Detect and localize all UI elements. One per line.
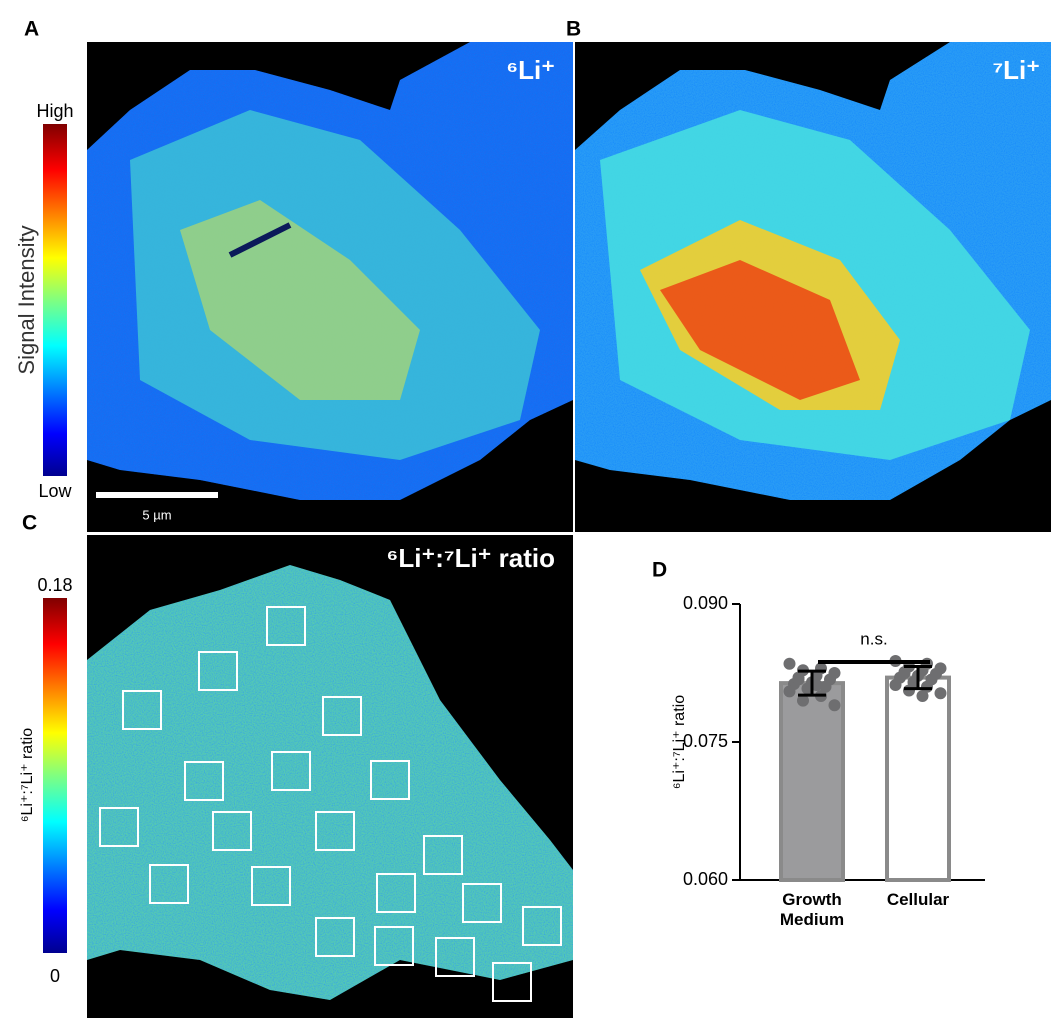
y-tick-label: 0.090 — [683, 593, 728, 613]
bar-chart: 0.060 0.075 0.090 ⁶Li⁺:⁷Li⁺ ratio Growth Med… — [671, 593, 985, 940]
y-tick-label: 0.060 — [683, 869, 728, 889]
x-tick-label: Growth Medium — [762, 890, 862, 930]
data-point — [899, 667, 911, 679]
panel-label: A — [24, 18, 39, 41]
colorbar-min: 0 — [50, 966, 60, 986]
image-title: ⁶Li⁺ — [506, 55, 555, 85]
panel-label: B — [566, 18, 581, 41]
data-point — [829, 699, 841, 711]
x-tick-label-box: Growth Medium — [762, 890, 862, 940]
bar — [781, 683, 843, 880]
panel-c: ⁶Li⁺:⁷Li⁺ ratio — [87, 535, 573, 1018]
x-tick-label-box: Cellular — [868, 890, 968, 940]
annotation: n.s. — [860, 629, 887, 648]
figure: ⁶Li⁺ 5 µm ⁷Li⁺ ⁶Li⁺:⁷Li⁺ ratio High Low … — [0, 0, 1051, 1018]
data-point — [935, 687, 947, 699]
bar — [887, 678, 949, 880]
image-title: ⁶Li⁺:⁷Li⁺ ratio — [386, 543, 555, 573]
data-point — [903, 684, 915, 696]
data-point — [793, 673, 805, 685]
colorbar-max: High — [36, 101, 73, 121]
data-point — [784, 685, 796, 697]
panel-b: ⁷Li⁺ — [575, 42, 1051, 532]
panel-label: C — [22, 512, 37, 535]
y-tick-label: 0.075 — [683, 731, 728, 751]
colorbar-max: 0.18 — [37, 575, 72, 595]
x-tick-label: Cellular — [868, 890, 968, 910]
data-point — [917, 690, 929, 702]
panel-label: D — [652, 559, 667, 582]
colorbar — [43, 124, 67, 476]
colorbar-label: ⁶Li⁺:⁷Li⁺ ratio — [19, 728, 36, 822]
colorbar-label: Signal Intensity — [14, 225, 39, 374]
scale-bar-label: 5 µm — [142, 507, 171, 522]
colorbar — [43, 598, 67, 953]
data-point — [784, 658, 796, 670]
panel-a: ⁶Li⁺ 5 µm — [87, 42, 573, 532]
image-title: ⁷Li⁺ — [992, 55, 1040, 85]
y-axis-label: ⁶Li⁺:⁷Li⁺ ratio — [671, 695, 688, 789]
data-point — [890, 679, 902, 691]
colorbar-min: Low — [38, 481, 72, 501]
